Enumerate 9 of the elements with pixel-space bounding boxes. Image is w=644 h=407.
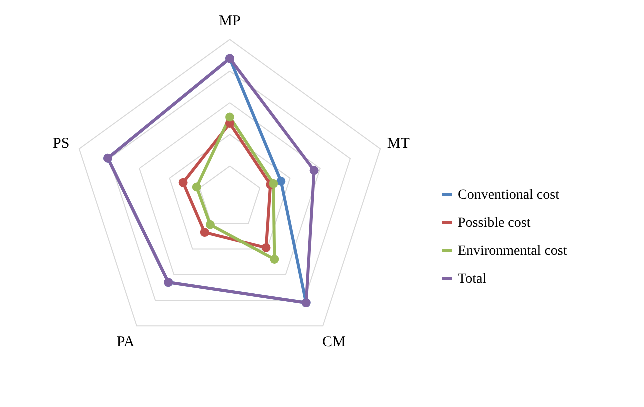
spoke-label: PA <box>116 334 135 350</box>
spoke-label: PS <box>53 136 70 152</box>
spoke-label: MT <box>387 136 410 152</box>
spoke-label: CM <box>322 334 346 350</box>
legend-label: Conventional cost <box>458 188 560 203</box>
spoke-label: MP <box>219 14 241 30</box>
legend-label: Possible cost <box>458 216 531 231</box>
legend-label: Total <box>458 272 487 287</box>
legend-label: Environmental cost <box>458 244 568 259</box>
